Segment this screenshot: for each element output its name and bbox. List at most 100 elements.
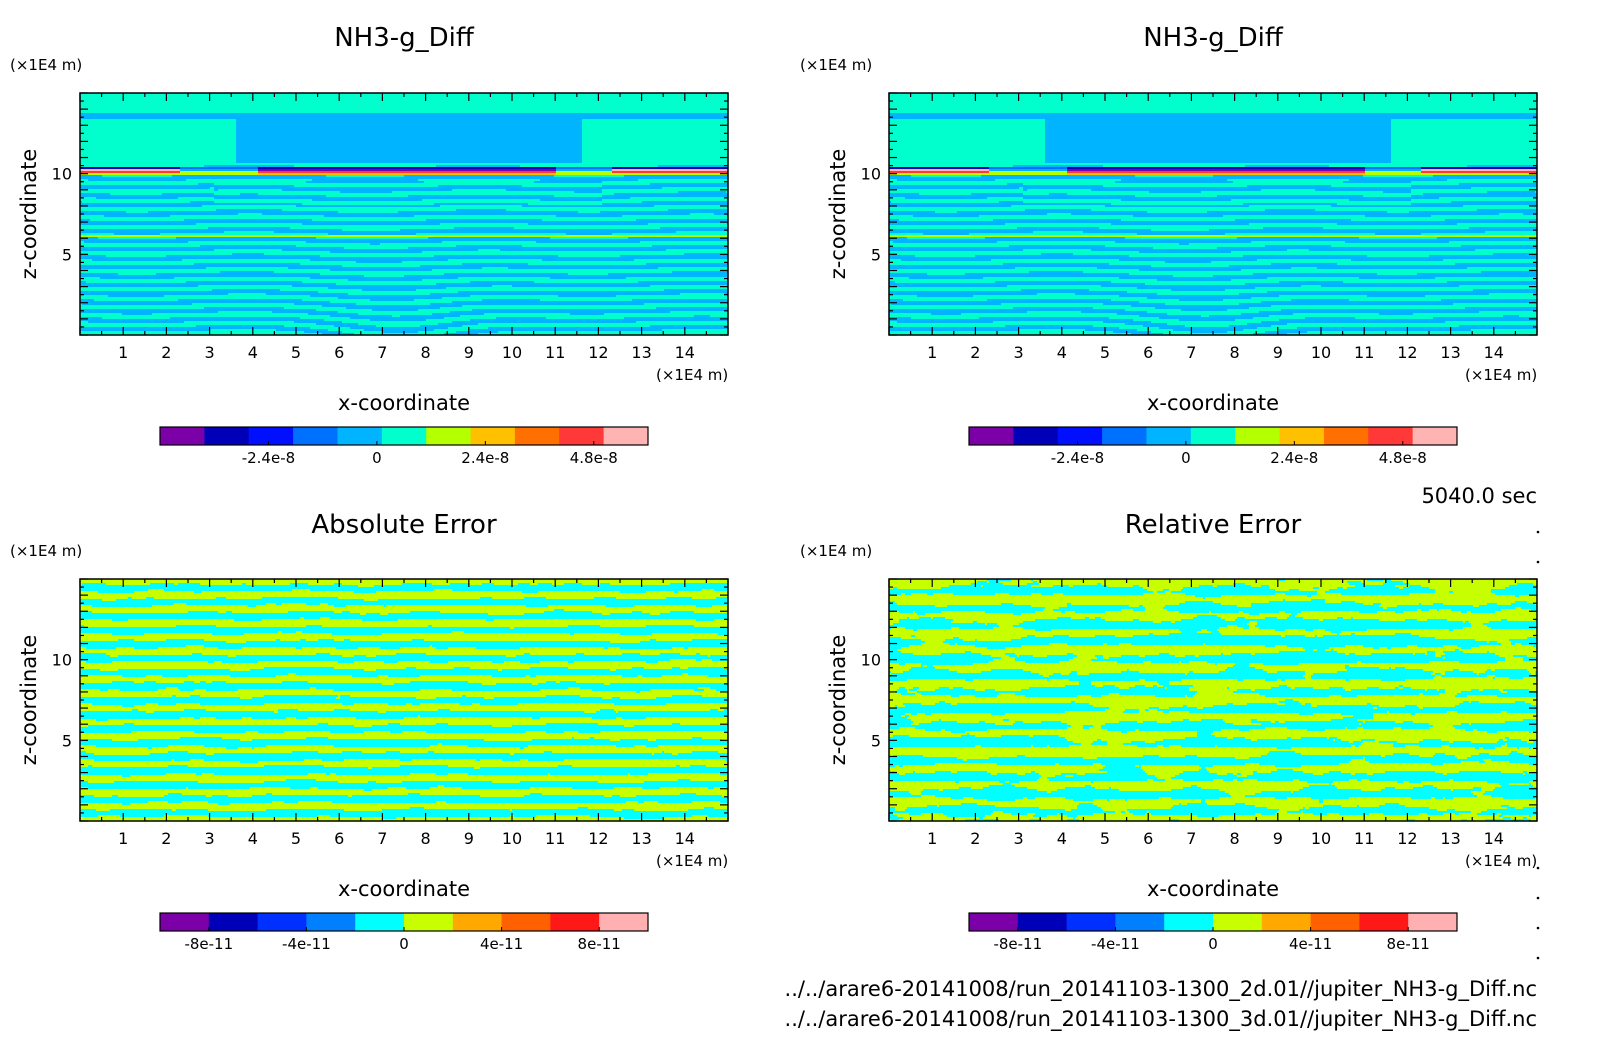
- contour-cell: [80, 195, 327, 198]
- contour-cell: [943, 813, 992, 816]
- contour-cell: [1213, 175, 1364, 178]
- contour-cell: [1329, 165, 1468, 168]
- contour-cell: [80, 267, 207, 270]
- contour-cell: [1269, 751, 1296, 754]
- contour-cell: [582, 159, 728, 162]
- contour-cell: [1309, 249, 1476, 252]
- contour-cell: [302, 281, 471, 284]
- contour-cell: [424, 807, 579, 810]
- contour-cell: [1261, 189, 1316, 192]
- contour-cell: [1179, 803, 1182, 806]
- contour-cell: [981, 671, 1032, 674]
- contour-cell: [468, 745, 529, 748]
- contour-cell: [292, 285, 493, 288]
- contour-cell: [1509, 677, 1524, 680]
- contour-cell: [1385, 581, 1404, 584]
- contour-cell: [1067, 605, 1130, 608]
- contour-cell: [1487, 731, 1498, 734]
- contour-cell: [678, 591, 728, 594]
- contour-cell: [1067, 723, 1106, 726]
- contour-cell: [1535, 671, 1537, 674]
- contour-cell: [638, 801, 645, 804]
- contour-cell: [1385, 787, 1396, 790]
- contour-cell: [398, 619, 487, 622]
- contour-cell: [582, 141, 728, 144]
- contour-cell: [973, 663, 1216, 666]
- contour-cell: [674, 591, 679, 594]
- contour-cell: [1367, 773, 1374, 776]
- contour-cell: [222, 661, 259, 664]
- contour-cell: [720, 773, 728, 776]
- contour-cell: [174, 277, 311, 280]
- contour-cell: [1421, 781, 1488, 784]
- contour-cell: [102, 599, 117, 602]
- contour-cell: [1145, 771, 1184, 774]
- contour-cell: [1447, 773, 1524, 776]
- contour-cell: [1445, 691, 1462, 694]
- contour-cell: [692, 751, 719, 754]
- contour-cell: [1533, 741, 1537, 744]
- contour-cell: [592, 717, 617, 720]
- contour-cell: [258, 169, 557, 172]
- contour-cell: [200, 245, 297, 248]
- contour-cell: [1373, 715, 1537, 718]
- contour-cell: [1515, 607, 1522, 610]
- contour-cell: [1325, 601, 1342, 604]
- contour-cell: [1331, 631, 1342, 634]
- contour-cell: [80, 329, 211, 332]
- contour-cell: [236, 129, 583, 132]
- contour-cell: [1253, 317, 1306, 320]
- contour-cell: [1323, 227, 1470, 230]
- contour-cell: [364, 599, 379, 602]
- contour-cell: [1481, 789, 1494, 792]
- contour-cell: [122, 675, 147, 678]
- contour-cell: [1453, 789, 1482, 792]
- contour-cell: [889, 731, 952, 734]
- contour-cell: [1249, 627, 1260, 630]
- contour-cell: [80, 593, 728, 596]
- contour-cell: [1101, 695, 1156, 698]
- contour-cell: [538, 683, 605, 686]
- contour-cell: [620, 739, 649, 742]
- contour-cell: [462, 325, 651, 328]
- contour-cell: [891, 819, 900, 821]
- contour-cell: [546, 695, 581, 698]
- contour-cell: [626, 801, 639, 804]
- contour-cell: [1237, 773, 1242, 776]
- contour-cell: [1003, 783, 1012, 786]
- contour-cell: [899, 621, 952, 624]
- contour-cell: [204, 645, 431, 648]
- contour-cell: [1239, 729, 1250, 732]
- contour-cell: [80, 117, 728, 120]
- contour-cell: [1527, 669, 1537, 672]
- contour-cell: [1377, 707, 1420, 710]
- contour-cell: [278, 709, 299, 712]
- contour-cell: [1033, 815, 1048, 818]
- contour-cell: [1215, 663, 1218, 666]
- contour-cell: [1535, 797, 1537, 800]
- contour-cell: [650, 183, 728, 186]
- contour-cell: [1351, 745, 1356, 748]
- contour-cell: [1121, 609, 1134, 612]
- contour-cell: [1435, 637, 1528, 640]
- contour-cell: [432, 313, 485, 316]
- contour-cell: [104, 215, 171, 218]
- contour-cell: [80, 679, 728, 682]
- contour-cell: [889, 615, 1198, 618]
- contour-cell: [1373, 603, 1382, 606]
- contour-cell: [1003, 719, 1010, 722]
- contour-cell: [943, 641, 1488, 644]
- contour-cell: [1245, 737, 1288, 740]
- contour-cell: [460, 315, 695, 318]
- contour-cell: [158, 689, 181, 692]
- contour-cell: [1139, 711, 1164, 714]
- contour-cell: [672, 667, 681, 670]
- contour-cell: [344, 759, 401, 762]
- contour-cell: [302, 299, 371, 302]
- contour-cell: [298, 709, 335, 712]
- contour-cell: [1187, 803, 1208, 806]
- contour-cell: [462, 695, 467, 698]
- contour-cell: [1241, 269, 1537, 272]
- contour-cell: [1299, 589, 1330, 592]
- contour-cell: [282, 209, 457, 212]
